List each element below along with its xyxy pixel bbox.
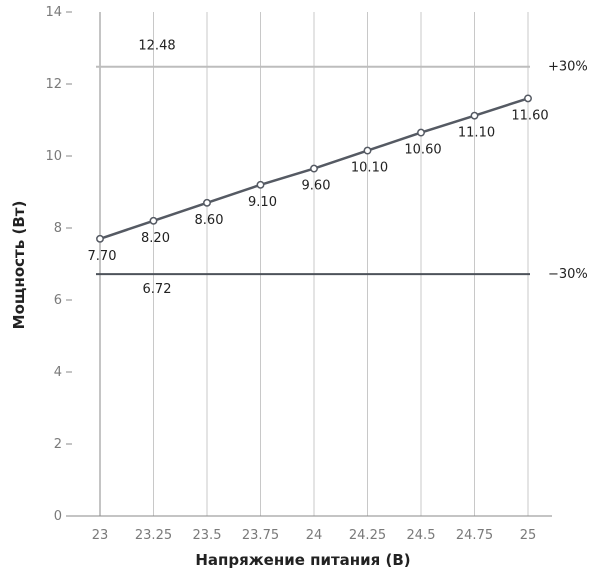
labels: 12.48 +30% 6.72 −30% 7.70 8.20 8.60 9.10 9.60 10.…: [88, 39, 588, 297]
data-point: [363, 146, 372, 155]
y-tick-label: 14: [45, 5, 62, 20]
data-point: [96, 234, 104, 243]
x-tick-label: 24.5: [407, 528, 436, 543]
x-tick-label: 24.75: [456, 528, 493, 543]
grid-lines: [153, 12, 529, 516]
x-axis-label: Напряжение питания (В): [195, 551, 410, 569]
data-label: 7.70: [88, 249, 117, 264]
x-tick-label: 23.5: [193, 528, 222, 543]
x-tick-label: 24: [306, 528, 323, 543]
y-axis-label: Мощность (Вт): [10, 201, 28, 330]
data-point: [256, 180, 265, 189]
data-point: [524, 94, 532, 103]
reference-tag-label: +30%: [548, 60, 588, 75]
x-tick-label: 24.25: [349, 528, 386, 543]
data-label: 11.10: [458, 126, 495, 141]
data-point: [310, 164, 318, 173]
reference-value-label: 12.48: [138, 39, 175, 54]
y-tick-label: 4: [54, 365, 62, 380]
y-tick-label: 12: [45, 77, 62, 92]
x-tick-label: 25: [520, 528, 537, 543]
y-tick-label: 6: [54, 293, 62, 308]
reference-value-label: 6.72: [143, 282, 172, 297]
data-label: 9.60: [302, 179, 331, 194]
reference-tag-label: −30%: [548, 267, 588, 282]
data-point: [470, 111, 479, 120]
series-line: [96, 94, 532, 243]
y-tick-label: 8: [54, 221, 62, 236]
y-tick-label: 0: [54, 509, 62, 524]
x-tick-label: 23.25: [135, 528, 172, 543]
x-tick-label: 23.75: [242, 528, 279, 543]
data-label: 8.20: [141, 231, 170, 246]
data-label: 8.60: [195, 213, 224, 228]
y-tick-label: 2: [54, 437, 62, 452]
data-point: [203, 198, 211, 207]
data-point: [149, 216, 158, 225]
x-tick-label: 23: [92, 528, 109, 543]
data-label: 9.10: [248, 195, 277, 210]
data-label: 10.10: [351, 161, 388, 176]
reference-lines: [96, 65, 530, 276]
data-point: [417, 128, 425, 137]
y-tick-label: 10: [45, 149, 62, 164]
data-label: 11.60: [511, 108, 548, 123]
data-label: 10.60: [404, 143, 441, 158]
